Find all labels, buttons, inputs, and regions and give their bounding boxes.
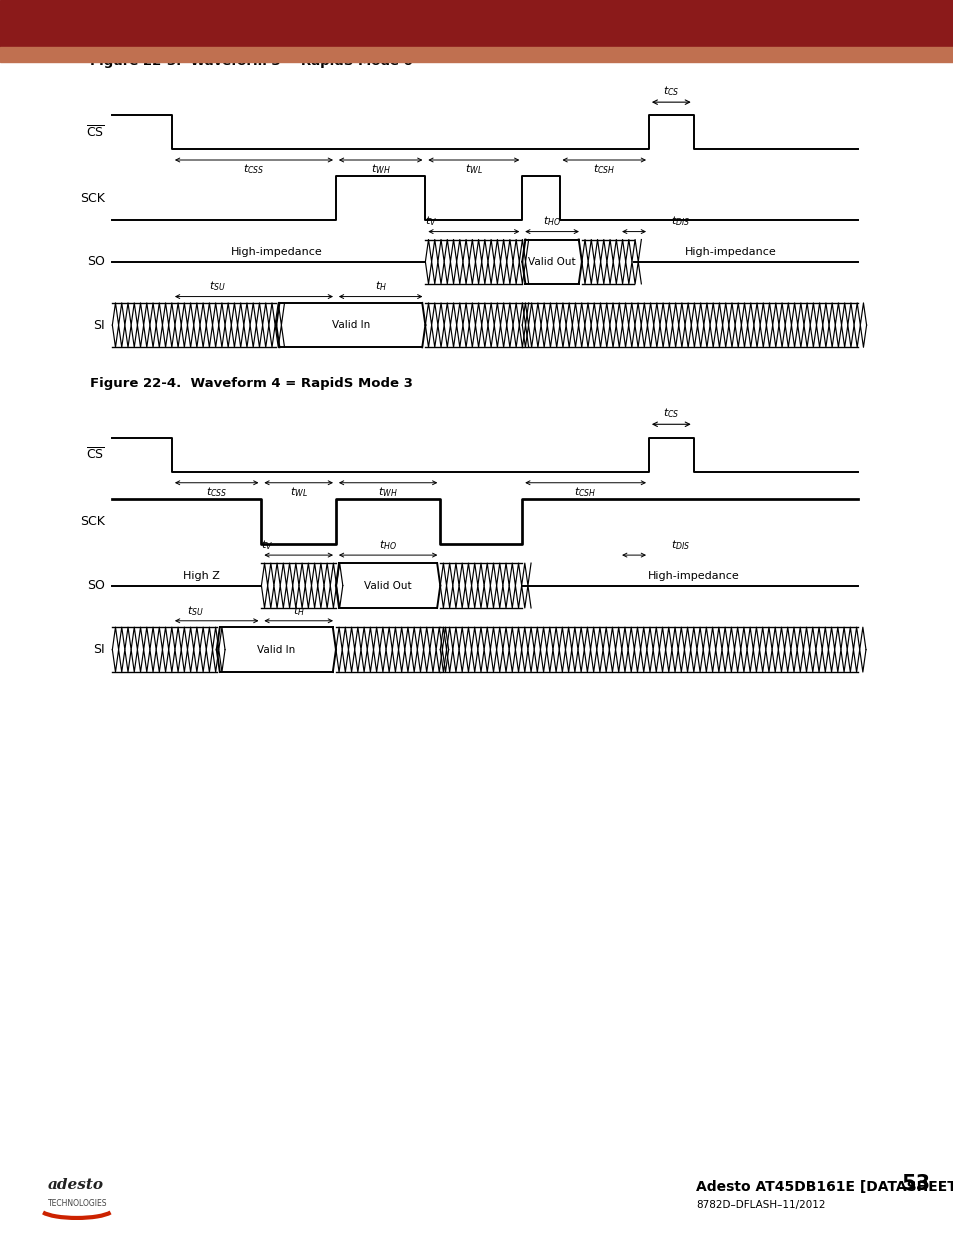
Bar xyxy=(0,47,953,62)
Text: Figure 22-4.  Waveform 4 = RapidS Mode 3: Figure 22-4. Waveform 4 = RapidS Mode 3 xyxy=(90,377,413,390)
Text: Valid Out: Valid Out xyxy=(528,257,576,267)
Text: TECHNOLOGIES: TECHNOLOGIES xyxy=(48,1199,107,1208)
Text: SO: SO xyxy=(87,256,105,268)
Text: 53: 53 xyxy=(900,1174,929,1194)
Text: $t_{DIS}$: $t_{DIS}$ xyxy=(671,538,690,552)
Bar xyxy=(0,0,953,47)
Text: Figure 22-3.  Waveform 3 = RapidS Mode 0: Figure 22-3. Waveform 3 = RapidS Mode 0 xyxy=(90,56,413,68)
Text: $t_H$: $t_H$ xyxy=(293,604,304,618)
Text: Valid In: Valid In xyxy=(257,645,295,655)
Text: $t_{DIS}$: $t_{DIS}$ xyxy=(671,215,690,228)
Text: Valid In: Valid In xyxy=(332,320,370,330)
Text: High-impedance: High-impedance xyxy=(684,247,776,257)
Text: High Z: High Z xyxy=(183,572,220,582)
Text: Valid Out: Valid Out xyxy=(364,580,412,590)
Text: Adesto AT45DB161E [DATASHEET]: Adesto AT45DB161E [DATASHEET] xyxy=(696,1181,953,1194)
Text: $t_{CSH}$: $t_{CSH}$ xyxy=(593,163,615,177)
Text: $t_{WL}$: $t_{WL}$ xyxy=(464,163,482,177)
Text: High-impedance: High-impedance xyxy=(231,247,322,257)
Text: $t_{SU}$: $t_{SU}$ xyxy=(187,604,204,618)
Text: SI: SI xyxy=(93,643,105,656)
Text: $t_{WL}$: $t_{WL}$ xyxy=(290,485,307,499)
Text: High-impedance: High-impedance xyxy=(647,572,739,582)
Text: SO: SO xyxy=(87,579,105,592)
Text: $t_{CSS}$: $t_{CSS}$ xyxy=(243,163,264,177)
Text: $t_{WH}$: $t_{WH}$ xyxy=(371,163,390,177)
Text: $t_{CSS}$: $t_{CSS}$ xyxy=(206,485,227,499)
Text: $t_H$: $t_H$ xyxy=(375,279,386,294)
Text: $\overline{\mathrm{CS}}$: $\overline{\mathrm{CS}}$ xyxy=(86,125,105,140)
Text: $t_{CS}$: $t_{CS}$ xyxy=(662,84,679,98)
Text: $t_{CSH}$: $t_{CSH}$ xyxy=(574,485,597,499)
Text: 8782D–DFLASH–11/2012: 8782D–DFLASH–11/2012 xyxy=(696,1200,825,1210)
Text: $t_V$: $t_V$ xyxy=(425,215,437,228)
Text: SCK: SCK xyxy=(80,515,105,527)
Text: $t_V$: $t_V$ xyxy=(261,538,274,552)
Text: $t_{CS}$: $t_{CS}$ xyxy=(662,406,679,420)
Text: $t_{HO}$: $t_{HO}$ xyxy=(542,215,560,228)
Text: adesto: adesto xyxy=(48,1178,104,1192)
Text: $t_{WH}$: $t_{WH}$ xyxy=(378,485,397,499)
Text: SI: SI xyxy=(93,319,105,331)
Text: $t_{HO}$: $t_{HO}$ xyxy=(378,538,396,552)
Text: SCK: SCK xyxy=(80,191,105,205)
Text: $t_{SU}$: $t_{SU}$ xyxy=(209,279,226,294)
Text: $\overline{\mathrm{CS}}$: $\overline{\mathrm{CS}}$ xyxy=(86,447,105,462)
